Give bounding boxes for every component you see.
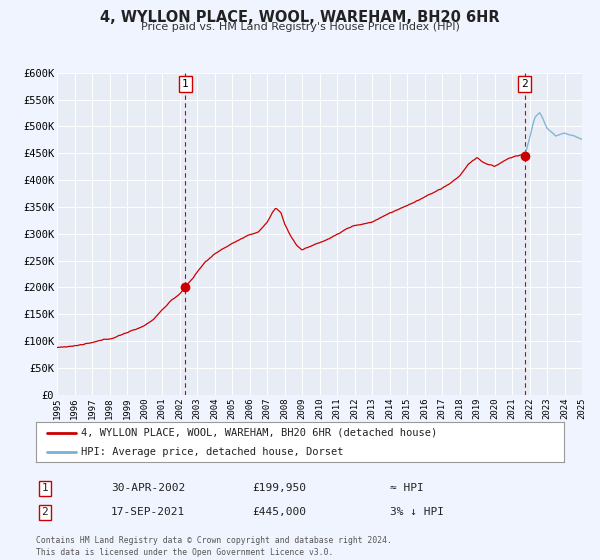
Text: 1: 1 xyxy=(41,483,49,493)
Text: £445,000: £445,000 xyxy=(252,507,306,517)
Text: 3% ↓ HPI: 3% ↓ HPI xyxy=(390,507,444,517)
Text: 1: 1 xyxy=(182,79,188,89)
Text: ≈ HPI: ≈ HPI xyxy=(390,483,424,493)
Text: 4, WYLLON PLACE, WOOL, WAREHAM, BH20 6HR: 4, WYLLON PLACE, WOOL, WAREHAM, BH20 6HR xyxy=(100,10,500,25)
Text: 4, WYLLON PLACE, WOOL, WAREHAM, BH20 6HR (detached house): 4, WYLLON PLACE, WOOL, WAREHAM, BH20 6HR… xyxy=(81,428,437,438)
Text: 30-APR-2002: 30-APR-2002 xyxy=(111,483,185,493)
Text: 17-SEP-2021: 17-SEP-2021 xyxy=(111,507,185,517)
Text: HPI: Average price, detached house, Dorset: HPI: Average price, detached house, Dors… xyxy=(81,447,343,457)
Text: Contains HM Land Registry data © Crown copyright and database right 2024.
This d: Contains HM Land Registry data © Crown c… xyxy=(36,536,392,557)
Text: 2: 2 xyxy=(41,507,49,517)
Text: £199,950: £199,950 xyxy=(252,483,306,493)
Text: 2: 2 xyxy=(521,79,528,89)
Text: Price paid vs. HM Land Registry's House Price Index (HPI): Price paid vs. HM Land Registry's House … xyxy=(140,22,460,32)
